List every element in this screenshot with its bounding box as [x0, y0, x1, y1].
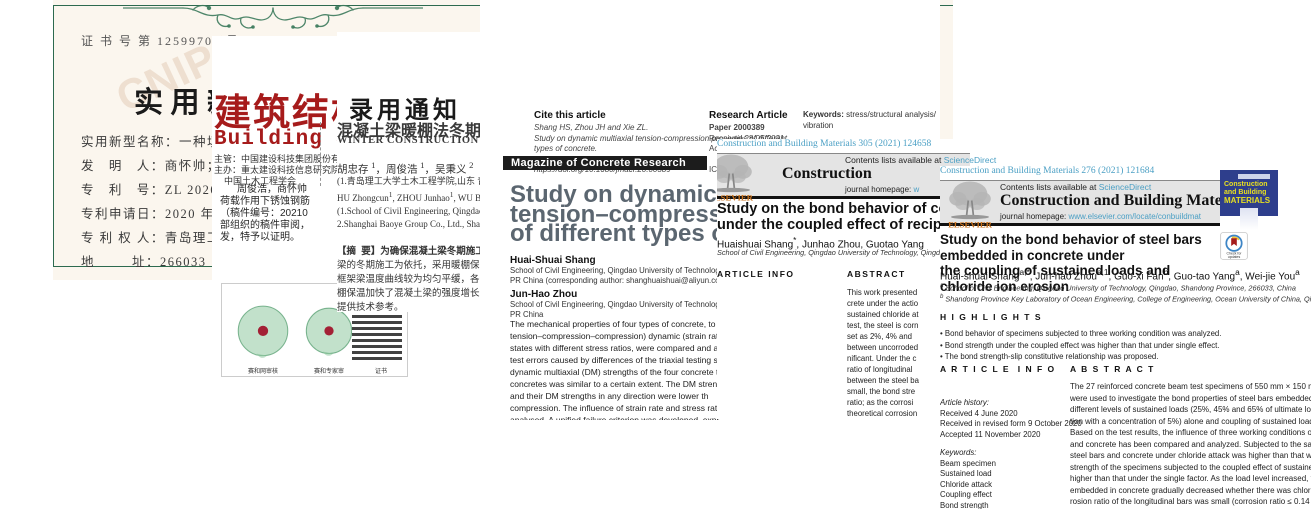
svg-text:ELSEVIER: ELSEVIER	[948, 219, 993, 229]
svg-text:updates: updates	[1228, 255, 1241, 259]
